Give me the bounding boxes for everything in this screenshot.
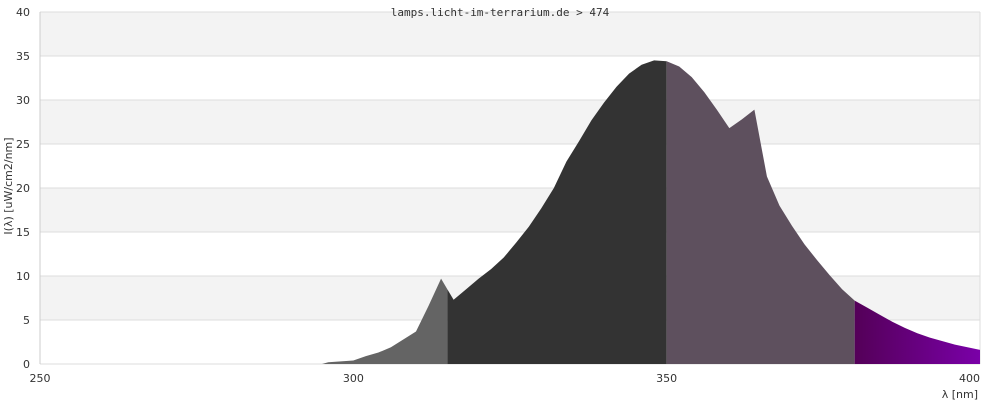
- spectrum-area-uvc: [322, 278, 448, 364]
- x-axis-label: λ [nm]: [942, 388, 978, 400]
- y-tick-label: 15: [16, 226, 30, 239]
- y-tick-label: 35: [16, 50, 30, 63]
- y-tick-label: 20: [16, 182, 30, 195]
- y-tick-label: 25: [16, 138, 30, 151]
- y-tick-label: 0: [23, 358, 30, 371]
- y-tick-label: 5: [23, 314, 30, 327]
- spectrum-areas: [322, 60, 980, 365]
- grid-band: [40, 188, 980, 232]
- axes: lamps.licht-im-terrarium.de > 474 λ [nm]…: [2, 6, 980, 400]
- grid-band: [40, 144, 980, 188]
- grid-band: [40, 56, 980, 100]
- y-axis-label: I(λ) [uW/cm2/nm]: [2, 137, 15, 234]
- x-tick-label: 400: [959, 372, 980, 385]
- x-tick-label: 350: [656, 372, 677, 385]
- x-tick-label: 300: [343, 372, 364, 385]
- grid-band: [40, 12, 980, 56]
- y-tick-label: 40: [16, 6, 30, 19]
- spectrum-area-uva2: [666, 61, 855, 364]
- y-tick-label: 10: [16, 270, 30, 283]
- chart-title: lamps.licht-im-terrarium.de > 474: [391, 6, 610, 19]
- y-tick-label: 30: [16, 94, 30, 107]
- spectrum-area-uvb: [447, 60, 667, 365]
- x-tick-label: 250: [30, 372, 51, 385]
- spectrum-area-uva1-visible: [854, 300, 980, 364]
- grid-band: [40, 100, 980, 144]
